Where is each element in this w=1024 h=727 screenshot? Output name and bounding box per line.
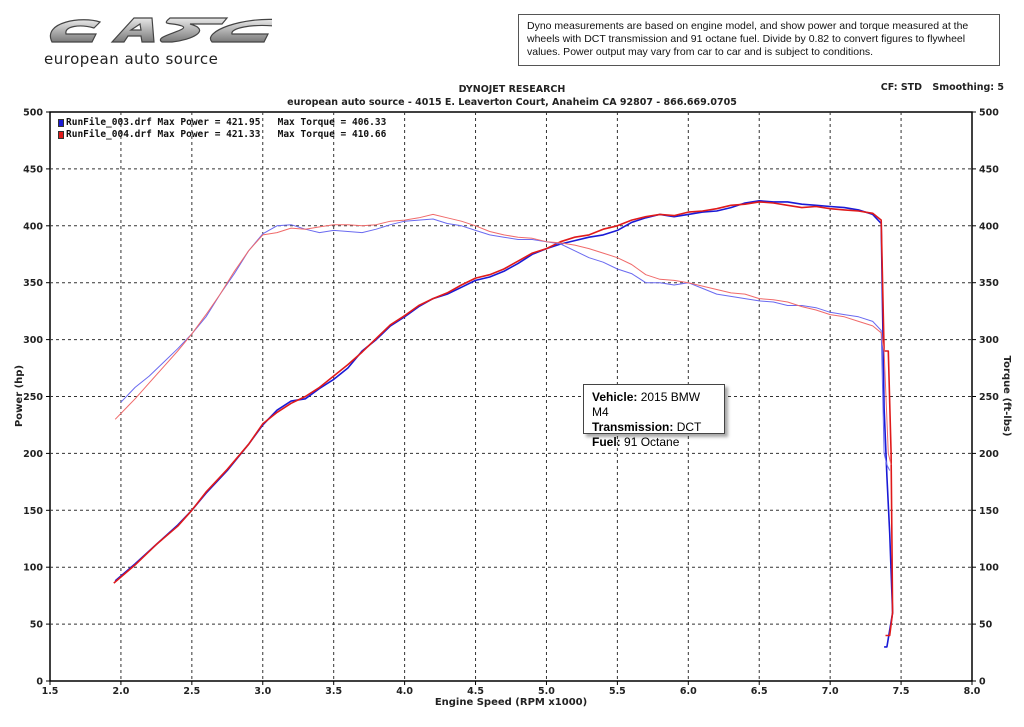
legend-label: RunFile_004.drf Max Power = 421.33 Max T…: [66, 129, 387, 140]
x-tick-label: 6.0: [680, 686, 697, 697]
y2-tick-label: 450: [979, 164, 999, 175]
series-line-power: [113, 201, 894, 637]
y-tick-label: 250: [23, 392, 43, 403]
y-tick-label: 450: [23, 164, 43, 175]
x-tick-label: 8.0: [964, 686, 981, 697]
y-tick-label: 100: [23, 563, 43, 574]
transmission-value: DCT: [676, 420, 702, 434]
x-tick-label: 5.5: [609, 686, 626, 697]
x-tick-label: 3.0: [254, 686, 271, 697]
legend-swatch-red: [58, 131, 64, 139]
transmission-label: Transmission:: [592, 420, 674, 434]
x-tick-label: 2.0: [113, 686, 130, 697]
x-tick-label: 7.0: [822, 686, 839, 697]
cf-label: CF: STD: [880, 82, 923, 93]
y2-tick-label: 0: [979, 677, 986, 688]
x-tick-label: 1.5: [42, 686, 59, 697]
logo-mark: [49, 17, 284, 43]
smoothing-label: Smoothing: 5: [932, 82, 1004, 93]
x-tick-labels: 1.5 2.0 2.5 3.0 3.5 4.0 4.5 5.0 5.5 6.0 6.5 7.0 7.5 8…: [42, 686, 981, 697]
y2-tick-label: 200: [979, 449, 999, 460]
y2-tick-label: 100: [979, 563, 999, 574]
y2-axis-label: Torque (ft-lbs): [1001, 356, 1012, 437]
y2-tick-label: 350: [979, 278, 999, 289]
y-tick-label: 500: [23, 108, 43, 119]
disclaimer-box: Dyno measurements are based on engine mo…: [518, 14, 1000, 66]
y-axis-label: Power (hp): [14, 365, 25, 427]
x-tick-label: 6.5: [751, 686, 768, 697]
y2-tick-label: 50: [979, 620, 993, 631]
vehicle-label: Vehicle:: [592, 390, 638, 404]
fuel-label: Fuel:: [592, 435, 621, 449]
x-tick-label: 5.0: [538, 686, 555, 697]
legend-swatch-blue: [58, 119, 64, 127]
y-tick-label: 0: [36, 677, 43, 688]
x-axis-label: Engine Speed (RPM x1000): [435, 697, 587, 708]
vehicle-value: 2015 BMW M4: [592, 390, 701, 419]
legend-label: RunFile_003.drf Max Power = 421.95 Max T…: [66, 117, 387, 128]
x-tick-label: 2.5: [183, 686, 200, 697]
x-tick-label: 4.0: [396, 686, 413, 697]
y-tick-label: 50: [30, 620, 44, 631]
vehicle-info-callout: Vehicle: 2015 BMW M4 Transmission: DCT F…: [583, 384, 725, 449]
legend: RunFile_003.drf Max Power = 421.95 Max T…: [58, 117, 386, 141]
legend-item: RunFile_004.drf Max Power = 421.33 Max T…: [58, 129, 386, 141]
y-tick-label: 200: [23, 449, 43, 460]
x-tick-label: 4.5: [467, 686, 484, 697]
y2-tick-label: 400: [979, 221, 999, 232]
y2-tick-label: 250: [979, 392, 999, 403]
logo-tagline: european auto source: [44, 50, 219, 68]
y2-tick-labels: 0 50 100 150 200 250 300 350 400 450 500: [979, 108, 999, 688]
chart-title: DYNOJET RESEARCH: [458, 84, 566, 95]
y-tick-label: 150: [23, 506, 43, 517]
x-tick-label: 7.5: [893, 686, 910, 697]
series-lines: [113, 200, 894, 648]
y-tick-label: 350: [23, 278, 43, 289]
settings-readout: CF: STD Smoothing: 5: [881, 82, 1004, 93]
y-tick-label: 300: [23, 335, 43, 346]
y2-tick-label: 150: [979, 506, 999, 517]
y-tick-labels: 0 50 100 150 200 250 300 350 400 450 500: [23, 108, 43, 688]
series-line-torque: [114, 213, 892, 465]
fuel-value: 91 Octane: [624, 435, 680, 449]
x-tick-label: 3.5: [325, 686, 342, 697]
y2-tick-label: 500: [979, 108, 999, 119]
logo: european auto source: [42, 12, 284, 72]
legend-item: RunFile_003.drf Max Power = 421.95 Max T…: [58, 117, 386, 129]
y-tick-label: 400: [23, 221, 43, 232]
chart-subtitle: european auto source - 4015 E. Leaverton…: [287, 97, 737, 108]
y2-tick-label: 300: [979, 335, 999, 346]
